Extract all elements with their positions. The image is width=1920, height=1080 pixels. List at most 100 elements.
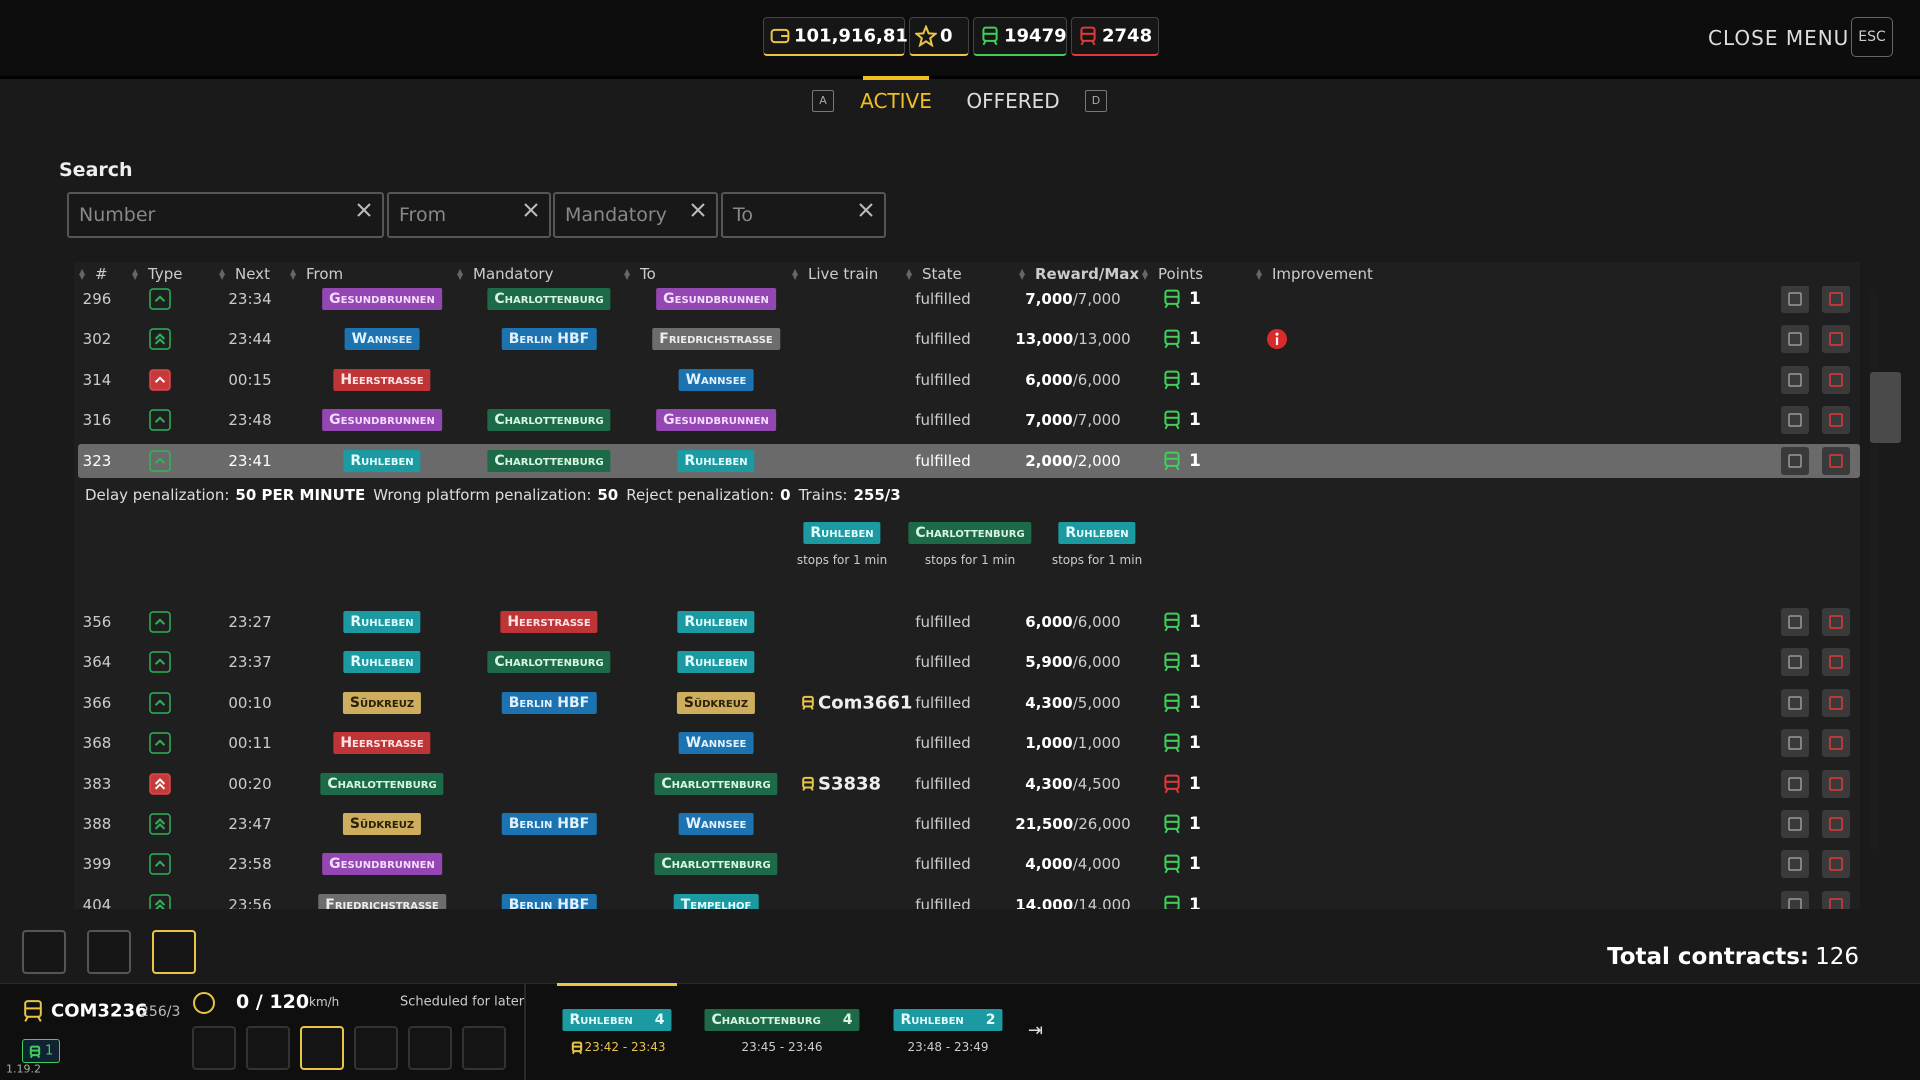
next-time: 23:44	[228, 330, 272, 349]
train-control[interactable]	[300, 1026, 344, 1070]
train-icon	[20, 998, 46, 1024]
stop-badge: Charlottenburg 4	[704, 1009, 860, 1031]
star-icon	[913, 24, 939, 48]
reward: 1,000/1,000	[1025, 734, 1120, 752]
wallet-icon	[769, 25, 791, 47]
clear-button[interactable]	[356, 202, 372, 218]
train-name: COM3236	[51, 1000, 148, 1022]
points: 1	[1189, 450, 1201, 471]
live-train[interactable]: Com3661	[818, 692, 913, 714]
delete-button[interactable]	[1822, 648, 1850, 677]
close-menu[interactable]: CLOSE MENU	[1708, 26, 1850, 50]
delete-button[interactable]	[1822, 810, 1850, 838]
state: fulfilled	[915, 815, 971, 833]
delete-button[interactable]	[1822, 850, 1850, 879]
resource: 0	[909, 17, 969, 56]
column-header[interactable]: Next	[235, 265, 270, 283]
stop-platform: 2	[985, 1012, 996, 1028]
schedule-button[interactable]	[1781, 729, 1809, 758]
live-train[interactable]: S3838	[818, 773, 882, 795]
delete-button[interactable]	[1822, 688, 1850, 717]
points: 1	[1189, 894, 1201, 909]
divider	[524, 983, 526, 1080]
scrollbar[interactable]	[1870, 372, 1901, 443]
column-header[interactable]: Reward/Max	[1035, 265, 1140, 283]
train-control[interactable]	[408, 1026, 452, 1070]
column-header[interactable]: Type	[148, 265, 183, 283]
delete-button[interactable]	[1822, 729, 1850, 758]
column-header[interactable]: Live train	[808, 265, 879, 283]
train-icon	[1161, 732, 1183, 754]
contract-number: 316	[82, 411, 112, 430]
search-input[interactable]: To	[721, 192, 886, 238]
state: fulfilled	[915, 855, 971, 874]
single-icon	[149, 369, 171, 391]
exit-icon[interactable]: ⇥	[1028, 1020, 1044, 1041]
train-control[interactable]	[462, 1026, 506, 1070]
station-badge: Wannsee	[678, 813, 754, 835]
reward: 21,500/26,000	[1015, 815, 1130, 833]
schedule-button[interactable]	[1781, 890, 1809, 909]
column-header[interactable]: Improvement	[1272, 265, 1373, 283]
schedule-button[interactable]	[1781, 850, 1809, 879]
esc-key[interactable]: ESC	[1851, 17, 1893, 57]
train-control[interactable]	[192, 1026, 236, 1070]
column-header[interactable]: Points	[1158, 265, 1204, 283]
single-icon	[149, 611, 171, 633]
train-status: Scheduled for later	[400, 994, 525, 1010]
delete-button[interactable]	[1822, 286, 1850, 313]
reward: 4,000/4,000	[1025, 855, 1120, 873]
points: 1	[1189, 733, 1201, 754]
clear-button[interactable]	[690, 202, 706, 218]
tab[interactable]: OFFERED	[966, 89, 1060, 113]
schedule-button[interactable]	[1781, 608, 1809, 636]
delete-button[interactable]	[1822, 325, 1850, 354]
train-control[interactable]	[354, 1026, 398, 1070]
stop-badge: Ruhleben 4	[562, 1009, 672, 1031]
schedule-button[interactable]	[1781, 406, 1809, 435]
delete-button[interactable]	[1822, 769, 1850, 798]
search-input[interactable]: From	[387, 192, 551, 238]
reward-max: /13,000	[1073, 330, 1131, 349]
train-control[interactable]	[246, 1026, 290, 1070]
delete-button[interactable]	[1822, 365, 1850, 394]
delete-button[interactable]	[1822, 608, 1850, 636]
search-input[interactable]: Number	[67, 192, 384, 238]
points: 1	[1189, 773, 1201, 794]
schedule-button[interactable]	[1781, 688, 1809, 717]
schedule-button[interactable]	[1781, 325, 1809, 354]
schedule-button[interactable]	[1781, 769, 1809, 798]
column-header[interactable]: To	[640, 265, 656, 283]
schedule-button[interactable]	[1781, 446, 1809, 475]
next-time: 23:34	[228, 290, 272, 308]
tab[interactable]: ACTIVE	[860, 89, 932, 113]
schedule-button[interactable]	[1781, 365, 1809, 394]
schedule-button[interactable]	[1781, 648, 1809, 677]
delete-button[interactable]	[1822, 406, 1850, 435]
column-header[interactable]: State	[922, 265, 962, 283]
search-input[interactable]: Mandatory	[553, 192, 718, 238]
column-header[interactable]: From	[306, 265, 344, 283]
column-header[interactable]: Mandatory	[473, 265, 554, 283]
station-badge: Ruhleben	[677, 651, 755, 674]
reward: 13,000/13,000	[1015, 330, 1130, 348]
reward: 2,000/2,000	[1025, 452, 1120, 470]
tool-button[interactable]	[22, 930, 66, 974]
points: 1	[1189, 329, 1201, 350]
next-time: 00:10	[228, 693, 272, 712]
delete-button[interactable]	[1822, 890, 1850, 909]
station-badge: Wannsee	[678, 368, 754, 391]
tool-button[interactable]	[87, 930, 131, 974]
reward-value: 7,000	[1025, 290, 1073, 308]
clear-button[interactable]	[523, 202, 539, 218]
station-badge: Südkreuz	[342, 813, 422, 835]
schedule-button[interactable]	[1781, 286, 1809, 313]
points: 1	[1189, 692, 1201, 713]
station-badge: Ruhleben	[677, 449, 755, 472]
tool-button[interactable]	[152, 930, 196, 974]
clear-button[interactable]	[858, 202, 874, 218]
delete-button[interactable]	[1822, 446, 1850, 475]
schedule-button[interactable]	[1781, 810, 1809, 838]
column-header[interactable]: #	[95, 265, 108, 283]
current-indicator	[557, 983, 677, 986]
